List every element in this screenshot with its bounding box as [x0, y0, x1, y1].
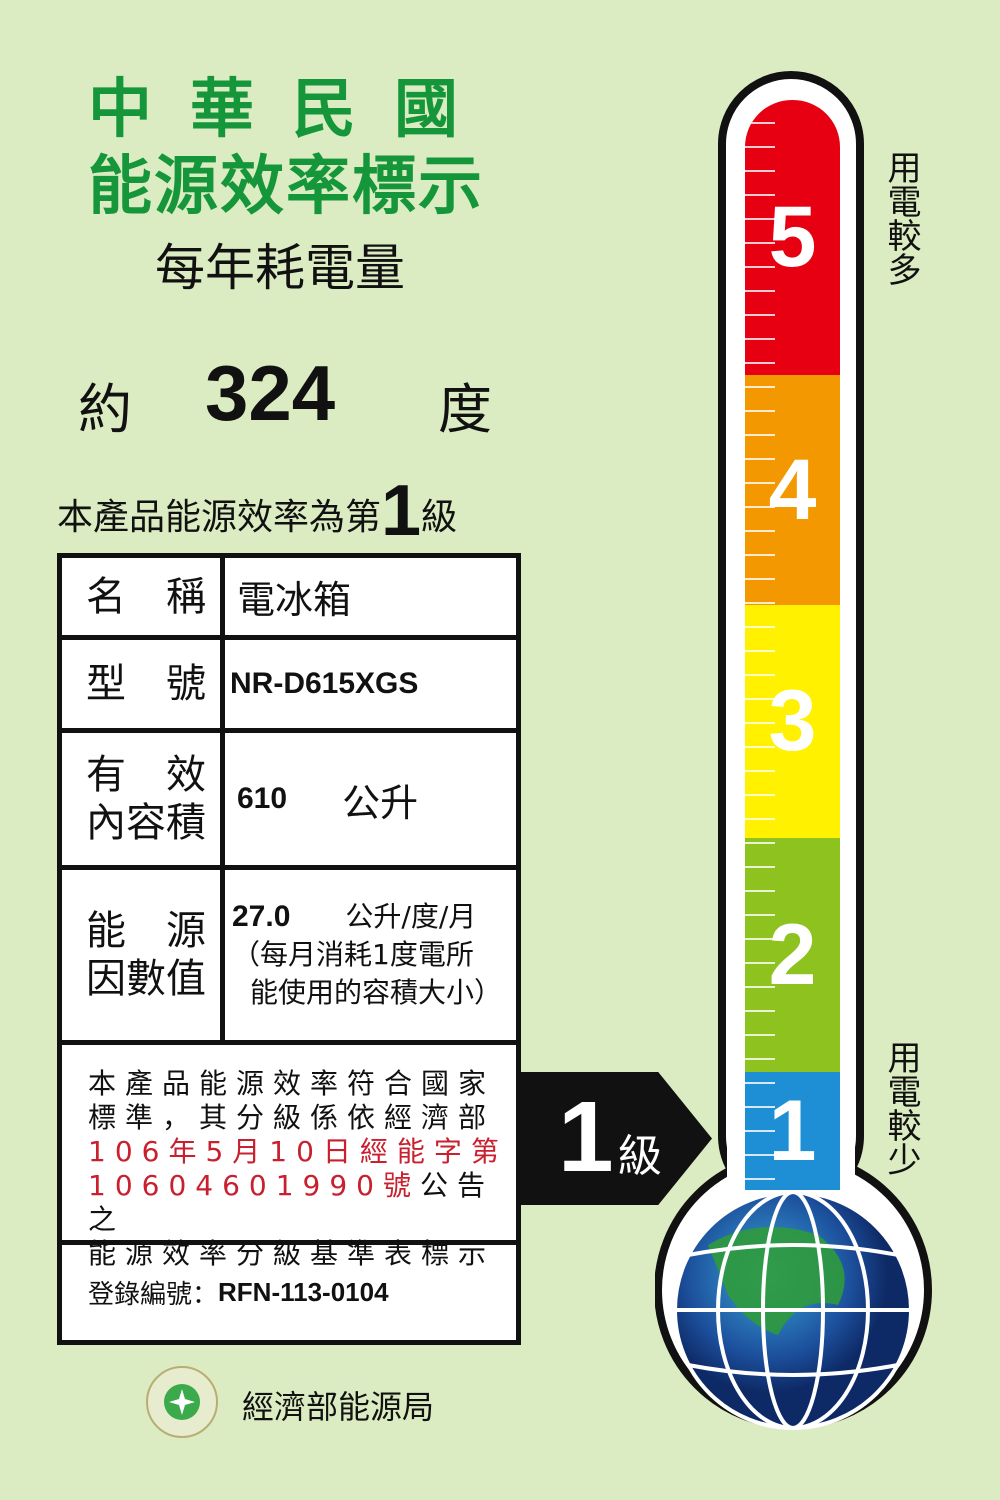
name-label: 名 稱: [62, 558, 225, 635]
reg-value: RFN-113-0104: [218, 1277, 389, 1307]
factor-unit: 公升/度/月: [345, 900, 477, 933]
factor-value: 27.0: [232, 900, 291, 933]
thermometer-scale: 5 4 3 2 1: [745, 100, 840, 1190]
arrow-suffix: 級: [618, 1131, 662, 1182]
row-volume: 有 效內容積 610 公升: [62, 733, 516, 870]
volume-unit: 公升: [342, 780, 419, 825]
more-power-label: 用電較多: [881, 150, 921, 286]
consumption-unit: 度: [438, 378, 492, 441]
factor-note1: （每月消耗1度電所: [232, 938, 474, 971]
grade-number: 1: [381, 471, 422, 551]
spec-table: 名 稱 電冰箱 型 號 NR-D615XGS 有 效內容積 610 公升 能 源因…: [57, 553, 521, 1345]
volume-label: 有 效內容積: [62, 733, 225, 865]
less-power-label: 用電較少: [881, 1040, 921, 1176]
arrow-grade: 1: [558, 1081, 614, 1193]
model-value: NR-D615XGS: [230, 667, 419, 700]
row-registration: 登錄編號： RFN-113-0104: [62, 1245, 516, 1340]
grade-line: 本產品能源效率為第1級: [57, 470, 457, 552]
volume-value: 610: [237, 782, 288, 815]
factor-note2: 能使用的容積大小）: [250, 976, 503, 1009]
subtitle: 每年耗電量: [155, 239, 405, 297]
name-value: 電冰箱: [237, 578, 352, 622]
row-factor: 能 源因數值 27.0 公升/度/月 （每月消耗1度電所 能使用的容積大小）: [62, 870, 516, 1045]
grade-prefix: 本產品能源效率為第: [57, 497, 382, 538]
row-note: 本產品能源效率符合國家 標準，其分級係依經濟部 106年5月10日經能字第 10…: [62, 1045, 516, 1270]
reg-label: 登錄編號：: [88, 1280, 219, 1310]
title-line1: 中華民國: [88, 73, 496, 147]
row-name: 名 稱 電冰箱: [62, 558, 516, 640]
row-model: 型 號 NR-D615XGS: [62, 640, 516, 733]
model-label: 型 號: [62, 640, 225, 728]
consumption-value: 324: [205, 349, 336, 437]
factor-label: 能 源因數值: [62, 870, 225, 1040]
bureau-of-energy-logo: [146, 1366, 218, 1438]
agency-name: 經濟部能源局: [242, 1388, 435, 1426]
title-line2: 能源效率標示: [88, 150, 484, 224]
globe-icon: [673, 1190, 913, 1430]
grade-suffix: 級: [421, 497, 458, 538]
regulation-note: 本產品能源效率符合國家 標準，其分級係依經濟部 106年5月10日經能字第 10…: [88, 1067, 508, 1270]
consumption-prefix: 約: [78, 378, 132, 441]
